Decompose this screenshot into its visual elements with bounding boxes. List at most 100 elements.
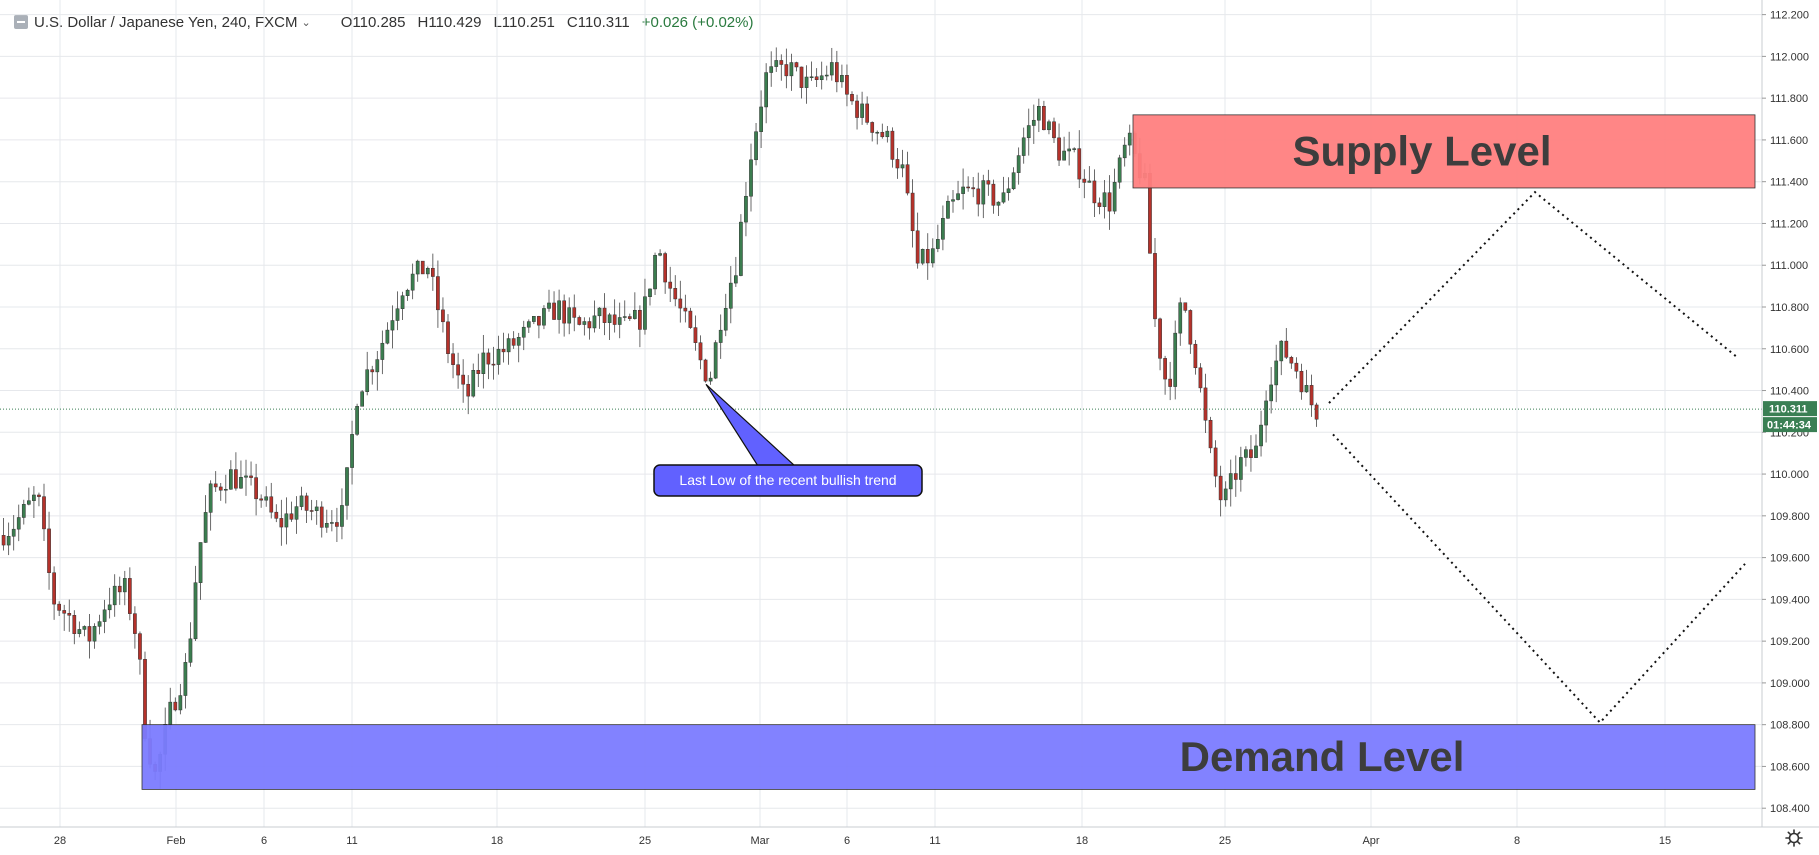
projection-path (1328, 190, 1738, 404)
candle-body (431, 267, 435, 277)
price-tick-label: 109.600 (1770, 553, 1810, 565)
zones: Supply Level Demand Level (141, 114, 1756, 790)
candle-body (62, 610, 67, 614)
price-tick-label: 109.800 (1770, 511, 1810, 523)
candle-body (1163, 358, 1167, 380)
candle-body (789, 62, 794, 77)
candle-body (1087, 180, 1092, 183)
menu-icon[interactable] (14, 15, 28, 29)
candle-body (1249, 449, 1253, 458)
candle-body (340, 505, 344, 527)
candle-body (1, 535, 6, 546)
candle-body (1299, 370, 1304, 393)
candle-body (1077, 148, 1082, 180)
candle-body (314, 506, 319, 511)
time-tick-label: 15 (1659, 835, 1671, 847)
candle-body (723, 308, 728, 331)
candle-body (294, 506, 299, 520)
candle-body (1057, 137, 1061, 161)
candle-body (213, 483, 218, 488)
time-tick-label: 8 (1514, 835, 1520, 847)
candle-body (446, 321, 450, 354)
candle-body (1082, 178, 1087, 183)
settings-icon[interactable] (1785, 829, 1803, 847)
price-tick-label: 111.600 (1770, 135, 1808, 147)
candle-body (304, 495, 309, 511)
candle-body (188, 638, 193, 663)
candle-body (198, 542, 203, 583)
candle-body (890, 130, 895, 160)
candle-body (380, 342, 385, 360)
candle-body (1203, 387, 1208, 421)
candle-body (11, 528, 16, 537)
candle-body (47, 528, 51, 573)
candle-body (1218, 475, 1223, 501)
price-tick-label: 112.000 (1770, 51, 1809, 63)
candle-body (759, 106, 763, 132)
candle-body (850, 94, 854, 102)
price-tick-label: 110.800 (1770, 302, 1809, 314)
candle-body (133, 613, 137, 634)
candle-body (107, 604, 112, 611)
time-tick-label: 11 (929, 835, 940, 847)
price-tick-label: 108.800 (1770, 720, 1810, 732)
candle-body (1314, 404, 1319, 420)
candle-body (1168, 378, 1173, 387)
candle-body (971, 187, 976, 190)
candle-body (910, 192, 915, 232)
candle-body (648, 288, 652, 297)
candle-body (345, 467, 349, 506)
candle-body (1188, 310, 1193, 345)
time-tick-label: 11 (346, 835, 357, 847)
legend-open: O110.285 (340, 13, 406, 31)
candle-body (1223, 488, 1228, 501)
candle-body (1309, 385, 1314, 406)
legend-change: +0.026 (+0.02%) (641, 13, 754, 31)
annotation-callout[interactable]: Last Low of the recent bullish trend (653, 383, 923, 497)
candle-body (582, 321, 587, 325)
candle-body (1026, 125, 1031, 139)
candle-body (673, 288, 678, 300)
callout-text: Last Low of the recent bullish trend (679, 472, 896, 488)
callout-pointer (705, 383, 797, 467)
candle-body (956, 193, 960, 200)
candle-body (57, 603, 61, 611)
candle-body (607, 314, 612, 323)
candle-body (840, 75, 844, 83)
candle-body (875, 131, 880, 134)
chevron-down-icon[interactable]: ⌄ (301, 16, 311, 29)
candle-body (930, 248, 935, 264)
time-axis-bg (0, 827, 1762, 855)
countdown-badge-text: 01:44:34 (1767, 420, 1812, 432)
candle-body (1198, 367, 1203, 389)
candle-body (1047, 121, 1051, 131)
candle-body (638, 309, 642, 330)
candle-body (1042, 106, 1046, 131)
candle-body (597, 307, 602, 317)
price-tick-label: 111.000 (1770, 260, 1808, 272)
candle-body (693, 327, 698, 343)
legend-close: C110.311 (566, 13, 630, 31)
candle-body (1228, 473, 1233, 490)
candle-body (289, 513, 294, 520)
candle-body (360, 391, 364, 407)
candle-body (441, 309, 445, 323)
candle-body (1158, 318, 1162, 359)
candle-body (658, 253, 662, 256)
candle-body (1264, 400, 1268, 426)
symbol-title[interactable]: U.S. Dollar / Japanese Yen, 240, FXCM (34, 13, 298, 31)
candle-body (1178, 302, 1183, 334)
candle-body (784, 64, 789, 77)
candle-body (21, 504, 26, 518)
time-tick-label: 6 (261, 835, 267, 847)
grid (0, 0, 1762, 827)
candle-body (728, 282, 733, 309)
candle-body (218, 486, 223, 491)
candle-body (466, 383, 471, 397)
time-tick-label: Apr (1362, 835, 1379, 847)
candle-body (178, 695, 183, 711)
candle-body (915, 230, 920, 264)
price-badge (1763, 401, 1817, 417)
